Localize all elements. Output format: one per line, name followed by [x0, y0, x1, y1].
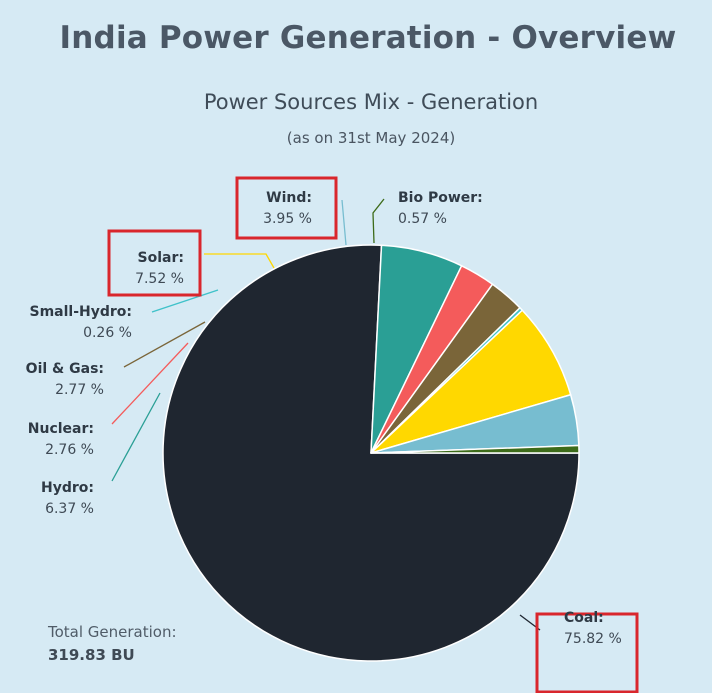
chart-subtitle: (as on 31st May 2024): [286, 129, 456, 147]
highlight-box-wind: [235, 176, 338, 240]
connector-nuclear: [111, 342, 189, 425]
label-name-bio-power: Bio Power:: [398, 190, 483, 206]
pie-slices: [162, 244, 580, 662]
page-title: India Power Generation - Overview: [59, 20, 677, 56]
highlight-box-coal: [535, 612, 639, 693]
label-name-oil-gas: Oil & Gas:: [26, 361, 104, 377]
label-name-small-hydro: Small-Hydro:: [29, 304, 132, 320]
pie-slice-solar: [370, 309, 572, 454]
connector-solar: [204, 253, 275, 269]
label-value-bio-power: 0.57 %: [398, 211, 447, 227]
connector-oil-gas: [123, 321, 206, 368]
chart-title: Power Sources Mix - Generation: [203, 90, 539, 114]
connector-bio-power: [372, 198, 385, 244]
label-name-coal: Coal:: [564, 610, 604, 626]
label-value-coal: 75.82 %: [564, 631, 622, 647]
label-value-solar: 7.52 %: [135, 271, 184, 287]
connector-wind: [341, 199, 347, 246]
total-generation-value: 319.83 BU: [48, 646, 135, 664]
label-name-solar: Solar:: [138, 250, 184, 266]
slice-labels: Coal: 75.82 % Hydro: 6.37 % Nuclear: 2.76 % Oi…: [26, 190, 622, 647]
connector-hydro: [111, 392, 161, 482]
label-value-wind: 3.95 %: [263, 211, 312, 227]
label-value-small-hydro: 0.26 %: [83, 325, 132, 341]
label-value-nuclear: 2.76 %: [45, 442, 94, 458]
total-generation-label: Total Generation:: [48, 623, 177, 641]
label-name-wind: Wind:: [266, 190, 312, 206]
highlight-boxes: [107, 176, 639, 693]
label-value-hydro: 6.37 %: [45, 501, 94, 517]
connector-small-hydro: [151, 289, 219, 313]
pie-slice-coal: [162, 244, 580, 662]
highlight-box-solar: [107, 229, 202, 297]
pie-slice-bio-power: [370, 444, 580, 454]
label-connectors: [111, 198, 541, 631]
label-value-oil-gas: 2.77 %: [55, 382, 104, 398]
label-name-nuclear: Nuclear:: [28, 421, 94, 437]
label-name-hydro: Hydro:: [41, 480, 94, 496]
